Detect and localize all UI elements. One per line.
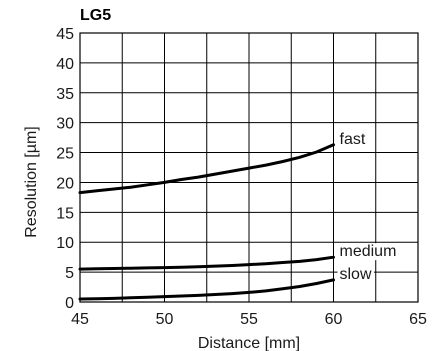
x-tick-label: 65 bbox=[409, 311, 427, 328]
y-tick-label: 35 bbox=[56, 86, 74, 103]
y-tick-label: 15 bbox=[56, 205, 74, 222]
grid bbox=[79, 32, 419, 303]
series-line-slow bbox=[78, 278, 335, 301]
y-tick-label: 5 bbox=[65, 265, 74, 282]
series-label-background bbox=[337, 243, 399, 261]
x-tick-label: 55 bbox=[240, 311, 258, 328]
y-tick-label: 0 bbox=[65, 295, 74, 312]
y-axis-label: Resolution [µm] bbox=[23, 126, 40, 237]
y-tick-label: 20 bbox=[56, 175, 74, 192]
chart-title: LG5 bbox=[80, 7, 111, 24]
y-tick-label: 30 bbox=[56, 116, 74, 133]
series-labels: fast medium slow bbox=[337, 130, 399, 283]
y-tick-label: 40 bbox=[56, 56, 74, 73]
tick-labels: 0 5 10 15 20 25 30 35 40 45 45 50 55 60 65 bbox=[56, 26, 427, 328]
y-tick-label: 10 bbox=[56, 235, 74, 252]
x-tick-label: 45 bbox=[71, 311, 89, 328]
x-tick-label: 50 bbox=[156, 311, 174, 328]
x-axis-label: Distance [mm] bbox=[198, 335, 300, 351]
series-label-background bbox=[337, 265, 374, 283]
series-label-fast: fast bbox=[340, 131, 366, 148]
series-line-medium bbox=[78, 255, 335, 271]
series-lines bbox=[78, 143, 335, 301]
x-tick-label: 60 bbox=[325, 311, 343, 328]
series-line-fast bbox=[78, 143, 335, 195]
series-label-background bbox=[337, 130, 368, 148]
y-tick-label: 45 bbox=[56, 26, 74, 43]
plot-frame bbox=[79, 32, 419, 303]
series-label-slow: slow bbox=[340, 266, 372, 283]
series-label-medium: medium bbox=[340, 243, 397, 260]
y-tick-label: 25 bbox=[56, 146, 74, 163]
